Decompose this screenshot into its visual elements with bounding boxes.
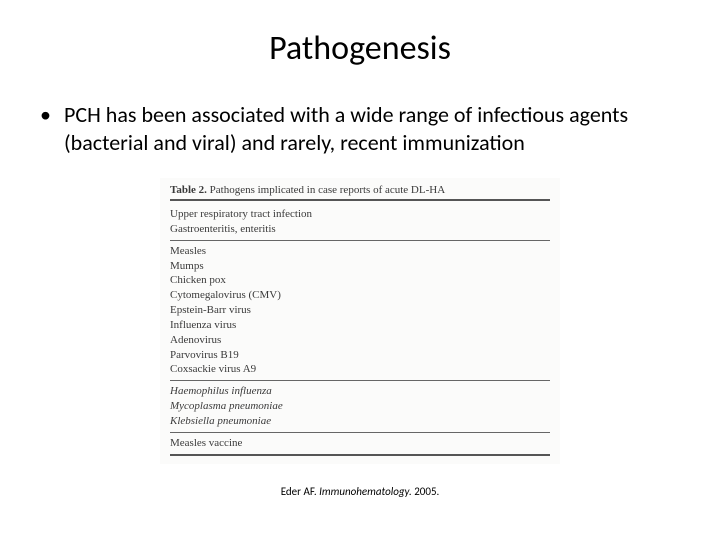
- table-row: Influenza virus: [170, 318, 550, 333]
- table-row: Upper respiratory tract infection: [170, 207, 550, 222]
- table-row: Mycoplasma pneumoniae: [170, 399, 550, 414]
- slide: Pathogenesis • PCH has been associated w…: [0, 0, 720, 540]
- table-row: Measles: [170, 244, 550, 259]
- table-group: Measles vaccine: [170, 433, 550, 456]
- slide-title: Pathogenesis: [36, 28, 684, 69]
- table-row: Parvovirus B19: [170, 348, 550, 363]
- bullet-item: • PCH has been associated with a wide ra…: [40, 101, 664, 156]
- table-row: Adenovirus: [170, 333, 550, 348]
- table-group: Upper respiratory tract infectionGastroe…: [170, 204, 550, 241]
- table-row: Coxsackie virus A9: [170, 362, 550, 377]
- table-group: Haemophilus influenzaMycoplasma pneumoni…: [170, 381, 550, 433]
- table-row: Klebsiella pneumoniae: [170, 414, 550, 429]
- table-row: Mumps: [170, 259, 550, 274]
- citation-year: 2005.: [414, 485, 439, 498]
- table-caption-text: Pathogens implicated in case reports of …: [210, 184, 446, 196]
- table-group: MeaslesMumpsChicken poxCytomegalovirus (…: [170, 241, 550, 382]
- table-row: Epstein-Barr virus: [170, 303, 550, 318]
- citation-journal: Immunohematology.: [319, 485, 412, 498]
- citation-author: Eder AF.: [281, 485, 317, 498]
- table-row: Haemophilus influenza: [170, 384, 550, 399]
- bullet-marker: •: [40, 101, 64, 129]
- pathogens-table: Table 2. Pathogens implicated in case re…: [160, 178, 560, 464]
- table-caption-prefix: Table 2.: [170, 184, 207, 196]
- table-caption: Table 2. Pathogens implicated in case re…: [170, 184, 550, 201]
- table-row: Chicken pox: [170, 273, 550, 288]
- citation: Eder AF. Immunohematology. 2005.: [0, 485, 720, 498]
- bullet-text: PCH has been associated with a wide rang…: [64, 101, 664, 156]
- table-row: Measles vaccine: [170, 436, 550, 451]
- table-row: Gastroenteritis, enteritis: [170, 222, 550, 237]
- table-row: Cytomegalovirus (CMV): [170, 288, 550, 303]
